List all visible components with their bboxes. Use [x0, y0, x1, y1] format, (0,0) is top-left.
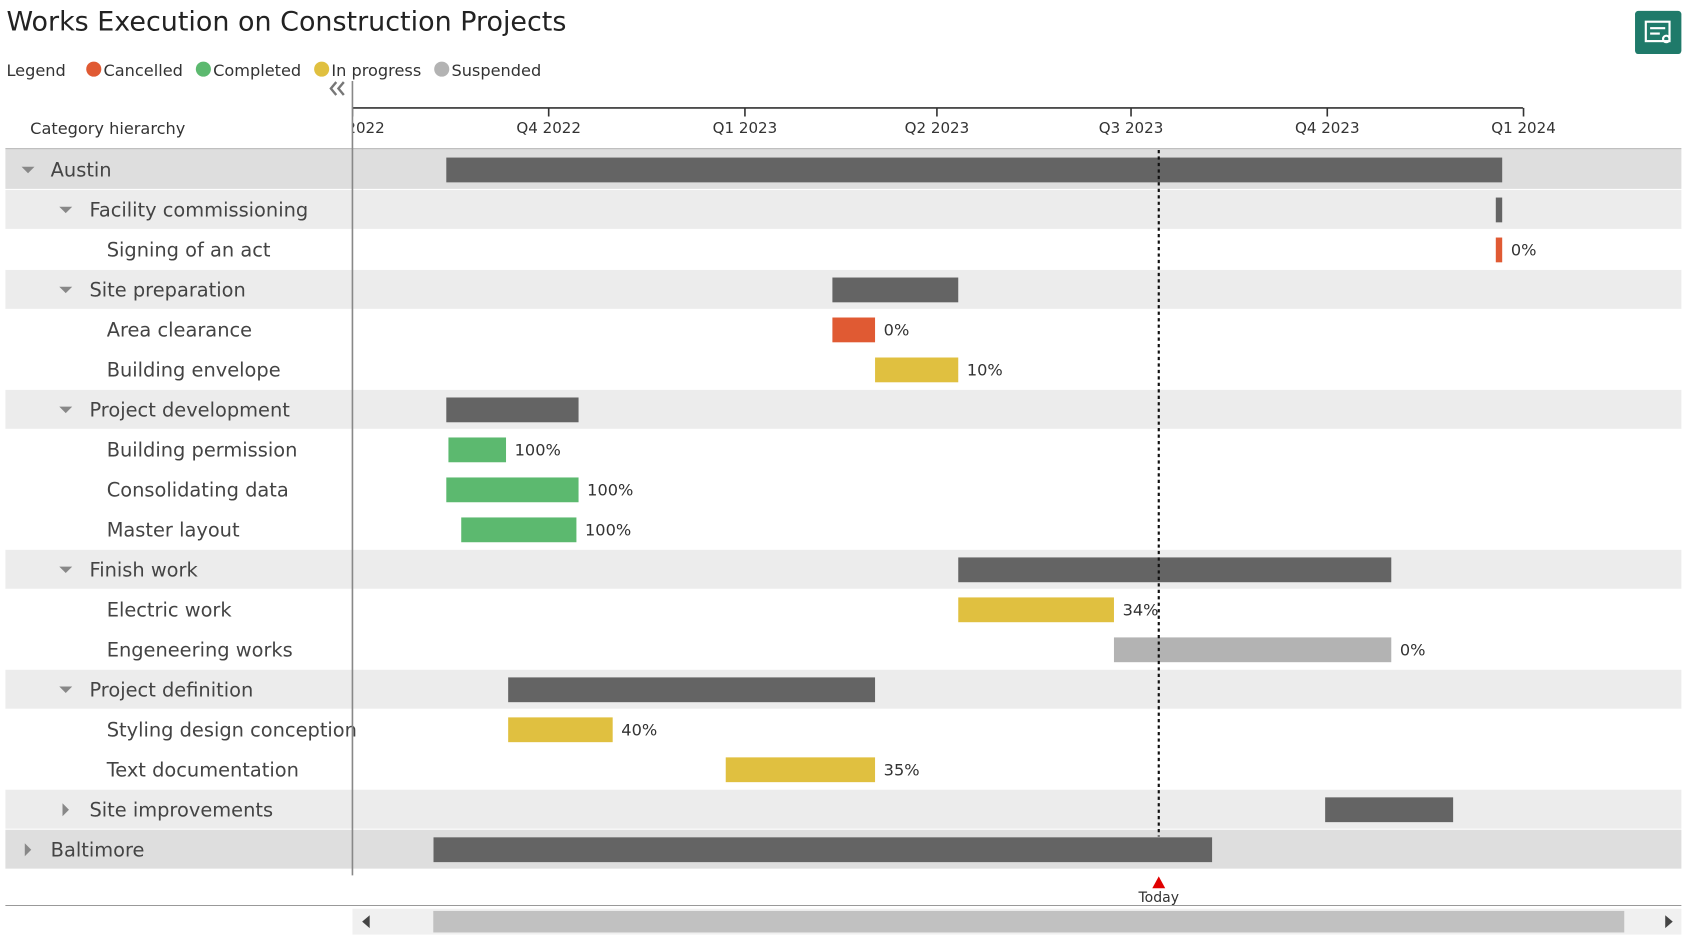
- row-background: [5, 389, 1682, 429]
- progress-label: 0%: [884, 320, 910, 339]
- row-label: Baltimore: [51, 838, 145, 861]
- row-label: Project development: [89, 398, 290, 421]
- legend-swatch: [195, 61, 211, 77]
- today-label: Today: [1138, 890, 1180, 906]
- summary-bar[interactable]: [433, 837, 1213, 863]
- legend-label: Cancelled: [103, 61, 182, 80]
- row-label: Text documentation: [106, 758, 299, 781]
- collapse-toggle[interactable]: [59, 686, 73, 694]
- summary-bar[interactable]: [832, 277, 959, 303]
- scrollbar-thumb[interactable]: [433, 910, 1625, 933]
- progress-label: 34%: [1123, 600, 1159, 619]
- collapse-toggle[interactable]: [59, 406, 73, 414]
- task-bar[interactable]: [1113, 637, 1392, 663]
- collapse-toggle[interactable]: [59, 566, 73, 574]
- legend-swatch: [434, 61, 450, 77]
- tick-label: Q1 2023: [713, 119, 778, 137]
- row-label: Austin: [51, 159, 112, 182]
- row-background: [5, 549, 1682, 589]
- today-marker: Today: [1138, 149, 1180, 906]
- row-label: Consolidating data: [107, 478, 289, 501]
- row-label: Engeneering works: [107, 638, 293, 661]
- summary-bar[interactable]: [1495, 197, 1503, 223]
- progress-label: 100%: [585, 520, 631, 539]
- progress-label: 100%: [587, 480, 633, 499]
- legend-label: Suspended: [451, 61, 541, 80]
- column-header: Category hierarchy: [30, 119, 186, 138]
- progress-label: 0%: [1511, 241, 1537, 260]
- row-label: Master layout: [107, 518, 240, 541]
- progress-label: 100%: [515, 440, 561, 459]
- row-label: Area clearance: [107, 318, 252, 341]
- row-label: Site improvements: [89, 798, 273, 821]
- task-bar[interactable]: [508, 717, 613, 743]
- row-label: Site preparation: [89, 279, 245, 302]
- task-bar[interactable]: [875, 357, 959, 383]
- tick-label: Q3 2023: [1099, 119, 1164, 137]
- task-bar[interactable]: [725, 757, 876, 783]
- progress-label: 40%: [621, 720, 657, 739]
- row-label: Electric work: [107, 598, 233, 621]
- progress-label: 35%: [884, 760, 920, 779]
- row-label: Finish work: [89, 558, 198, 581]
- expand-toggle[interactable]: [62, 803, 69, 817]
- summary-bar[interactable]: [958, 557, 1392, 583]
- row-backgrounds: [5, 149, 1682, 869]
- chart-title: Works Execution on Construction Projects: [6, 6, 566, 37]
- legend-swatch: [86, 61, 102, 77]
- row-background: [5, 189, 1682, 229]
- expand-toggle[interactable]: [24, 843, 32, 857]
- legend-label: In progress: [331, 61, 421, 80]
- legend: Cancelled Completed In progress Suspended: [86, 61, 541, 80]
- row-label: Building permission: [107, 438, 298, 461]
- tick-label: Q4 2022: [516, 119, 581, 137]
- tick-label: Q2 2023: [905, 119, 970, 137]
- summary-bar[interactable]: [446, 157, 1503, 183]
- today-arrow: [1152, 876, 1166, 889]
- scroll-right[interactable]: [1665, 915, 1673, 929]
- task-bar[interactable]: [1495, 237, 1503, 263]
- progress-label: 0%: [1400, 640, 1426, 659]
- tick-label: Q3 2022: [320, 119, 385, 137]
- summary-bar[interactable]: [508, 677, 876, 703]
- task-bar[interactable]: [958, 597, 1114, 623]
- scroll-left[interactable]: [362, 915, 370, 929]
- legend-label: Completed: [213, 61, 301, 80]
- collapse-toggle[interactable]: [59, 206, 73, 214]
- row-label: Signing of an act: [107, 239, 271, 262]
- row-label: Styling design conception: [107, 718, 357, 741]
- row-label: Project definition: [89, 678, 253, 701]
- summary-bar[interactable]: [446, 397, 579, 423]
- legend-title: Legend: [6, 61, 65, 80]
- collapse-pane-button[interactable]: [329, 81, 345, 96]
- export-button[interactable]: [1635, 10, 1682, 55]
- rows: Austin Facility commissioning Signing of a…: [21, 157, 1537, 863]
- tick-label: Q4 2023: [1295, 119, 1360, 137]
- summary-bar[interactable]: [1325, 797, 1454, 823]
- tick-label: Q1 2024: [1491, 119, 1556, 137]
- collapse-toggle[interactable]: [59, 286, 73, 294]
- task-bar[interactable]: [461, 517, 577, 543]
- row-label: Facility commissioning: [89, 199, 308, 222]
- export-icon: [1644, 20, 1671, 44]
- legend-swatch: [314, 61, 330, 77]
- axis-ticks: Q3 2022 Q4 2022 Q1 2023 Q2 2023 Q3 2023 Q4 20…: [320, 107, 1556, 137]
- progress-label: 10%: [967, 360, 1003, 379]
- task-bar[interactable]: [446, 477, 579, 503]
- task-bar[interactable]: [448, 437, 507, 463]
- row-label: Building envelope: [107, 358, 281, 381]
- task-bar[interactable]: [832, 317, 876, 343]
- collapse-toggle[interactable]: [21, 166, 35, 174]
